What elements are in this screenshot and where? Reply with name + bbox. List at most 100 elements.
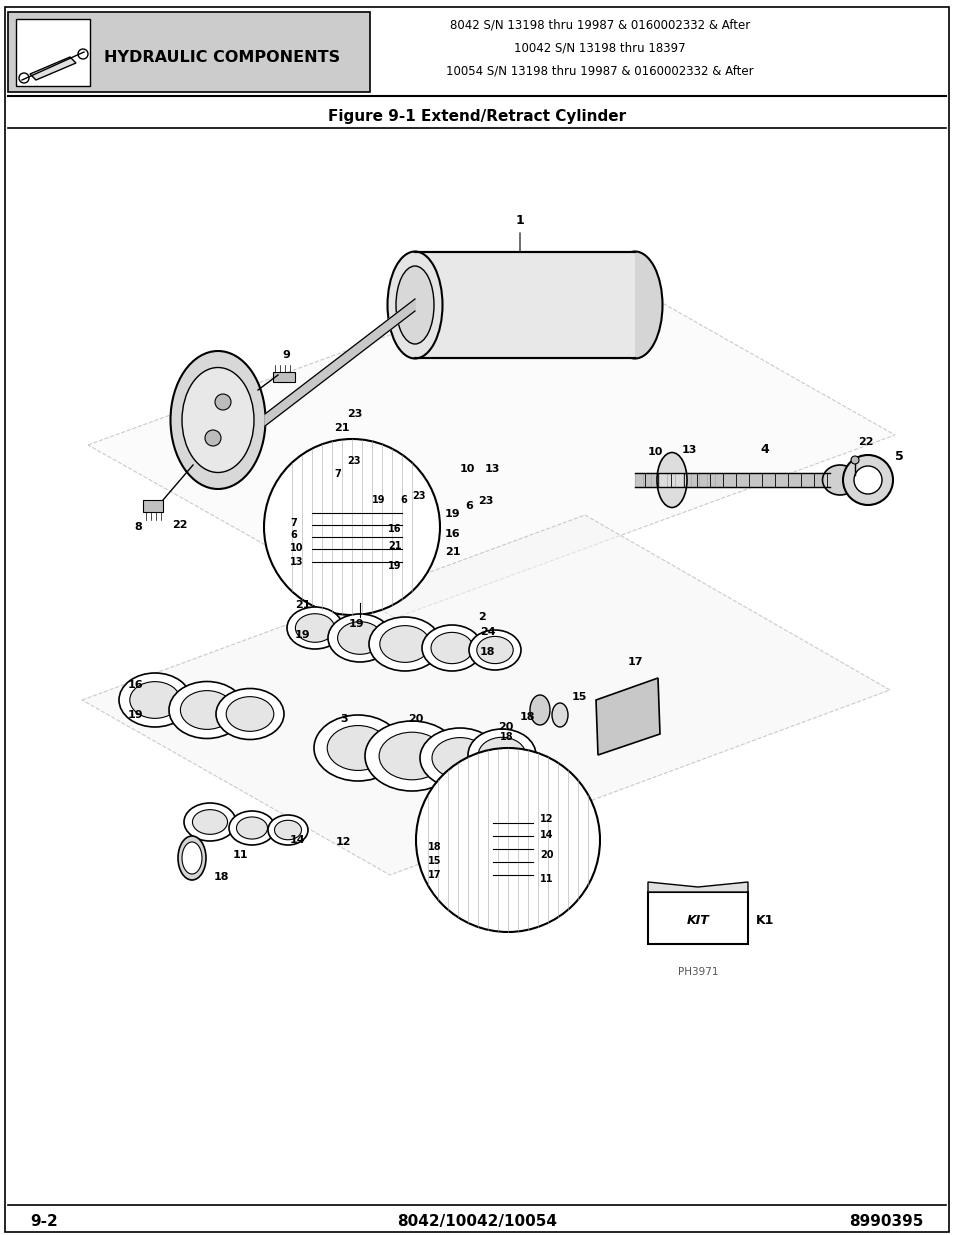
Ellipse shape [215,688,284,740]
Text: K1: K1 [755,914,774,926]
Text: 22: 22 [172,520,188,530]
Text: 19: 19 [444,509,460,519]
Ellipse shape [268,815,308,845]
Text: 23: 23 [412,492,425,501]
Text: 10: 10 [290,543,303,553]
Polygon shape [647,882,747,892]
Circle shape [850,456,858,464]
Text: 4: 4 [760,443,768,456]
Polygon shape [265,299,415,426]
Ellipse shape [287,606,343,650]
Ellipse shape [180,690,233,730]
Text: 13: 13 [290,557,303,567]
Polygon shape [635,473,829,487]
Text: 20: 20 [497,722,513,732]
Text: 18: 18 [213,872,230,882]
Bar [16,19,90,86]
Text: 9-2: 9-2 [30,1214,58,1230]
Text: 17: 17 [627,657,643,667]
Text: PH3971: PH3971 [677,967,718,977]
Text: 15: 15 [428,856,441,866]
Polygon shape [82,515,889,876]
Text: 23: 23 [347,409,362,419]
Ellipse shape [421,625,481,671]
Text: 21: 21 [388,541,401,551]
Ellipse shape [477,737,525,773]
Text: 8: 8 [134,522,142,532]
Text: 15: 15 [572,692,587,701]
Ellipse shape [337,621,382,655]
Ellipse shape [169,682,245,739]
Text: 14: 14 [539,830,553,840]
Text: 14: 14 [290,835,305,845]
Text: 7: 7 [334,469,340,479]
Ellipse shape [274,820,301,840]
Ellipse shape [431,632,473,663]
Bar [647,892,747,944]
Circle shape [214,394,231,410]
Ellipse shape [369,618,440,671]
Ellipse shape [229,811,274,845]
Text: 12: 12 [539,814,553,824]
Polygon shape [415,252,635,358]
Text: 6: 6 [290,530,296,540]
Text: 16: 16 [128,680,144,690]
Text: 11: 11 [233,850,248,860]
Ellipse shape [387,252,442,358]
Text: 19: 19 [294,630,311,640]
Text: 8042/10042/10054: 8042/10042/10054 [396,1214,557,1230]
Ellipse shape [468,729,536,781]
Text: 22: 22 [857,437,873,447]
Ellipse shape [365,721,458,790]
Text: 10042 S/N 13198 thru 18397: 10042 S/N 13198 thru 18397 [514,42,685,54]
Text: 1: 1 [515,214,524,227]
Ellipse shape [530,695,550,725]
Text: 18: 18 [479,647,495,657]
Ellipse shape [432,737,488,778]
Circle shape [78,49,88,59]
Ellipse shape [469,630,520,671]
Ellipse shape [657,452,686,508]
Ellipse shape [236,816,267,839]
Text: 5: 5 [894,450,902,463]
Ellipse shape [182,842,202,874]
Ellipse shape [328,614,392,662]
Text: 24: 24 [479,627,496,637]
Text: 13: 13 [681,445,697,454]
Text: KIT: KIT [686,914,709,926]
Text: 8042 S/N 13198 thru 19987 & 0160002332 & After: 8042 S/N 13198 thru 19987 & 0160002332 &… [450,19,749,32]
Text: 19: 19 [128,710,144,720]
Circle shape [853,466,882,494]
Ellipse shape [178,836,206,881]
Polygon shape [596,678,659,755]
Text: 21: 21 [294,600,310,610]
Text: 10054 S/N 13198 thru 19987 & 0160002332 & After: 10054 S/N 13198 thru 19987 & 0160002332 … [446,64,753,78]
Text: HYDRAULIC COMPONENTS: HYDRAULIC COMPONENTS [104,49,340,64]
Text: 21: 21 [444,547,460,557]
Ellipse shape [395,266,434,345]
Ellipse shape [182,368,253,473]
Ellipse shape [119,673,191,727]
Text: 16: 16 [388,524,401,534]
Bar [273,372,294,382]
Ellipse shape [379,626,430,662]
Text: 19: 19 [349,619,364,629]
Text: 18: 18 [519,713,535,722]
Ellipse shape [193,810,228,835]
Text: 6: 6 [464,501,473,511]
Bar [143,500,163,513]
Text: 19: 19 [388,561,401,571]
Ellipse shape [552,703,567,727]
Text: 16: 16 [444,529,460,538]
Text: 18: 18 [428,842,441,852]
Ellipse shape [419,727,499,788]
Ellipse shape [314,715,401,781]
Polygon shape [88,262,894,618]
Text: 10: 10 [647,447,662,457]
Text: 20: 20 [408,714,423,724]
Text: Figure 9-1 Extend/Retract Cylinder: Figure 9-1 Extend/Retract Cylinder [328,109,625,124]
Ellipse shape [171,351,265,489]
Ellipse shape [130,682,180,719]
Polygon shape [30,57,76,80]
Ellipse shape [378,732,444,779]
